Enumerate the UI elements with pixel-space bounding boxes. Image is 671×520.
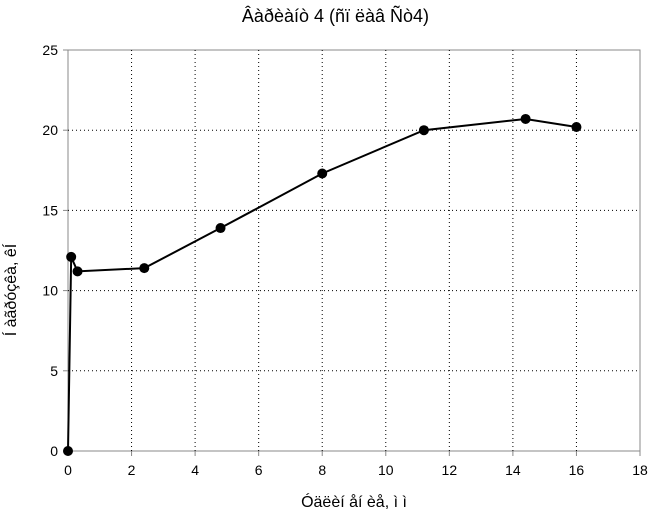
data-point [520,113,531,124]
y-axis-label: Í àãðóçêà, êÍ [3,243,20,337]
x-tick-label: 10 [378,462,394,478]
x-axis-label: Óäëèí åí èå, ì ì [301,494,407,511]
data-point [139,263,150,274]
x-tick-label: 8 [318,462,326,478]
x-tick-label: 0 [64,462,72,478]
y-tick-label: 20 [42,122,58,138]
x-tick-label: 2 [128,462,136,478]
chart-title: Âàðèàíò 4 (ñï ëàâ Ñò4) [241,6,430,26]
x-tick-label: 4 [191,462,199,478]
x-tick-label: 18 [632,462,648,478]
y-tick-label: 5 [50,363,58,379]
x-tick-label: 6 [255,462,263,478]
data-point [418,125,429,136]
y-tick-label: 15 [42,202,58,218]
data-point [72,266,83,277]
plot-area [67,49,641,452]
y-tick-label: 0 [50,443,58,459]
data-point [215,223,226,234]
data-point [571,121,582,132]
data-point [317,168,328,179]
data-point [63,446,73,456]
data-point [66,251,77,262]
x-tick-label: 12 [442,462,458,478]
y-tick-label: 10 [42,283,58,299]
x-tick-label: 14 [505,462,521,478]
x-tick-label: 16 [569,462,585,478]
y-tick-label: 25 [42,42,58,58]
